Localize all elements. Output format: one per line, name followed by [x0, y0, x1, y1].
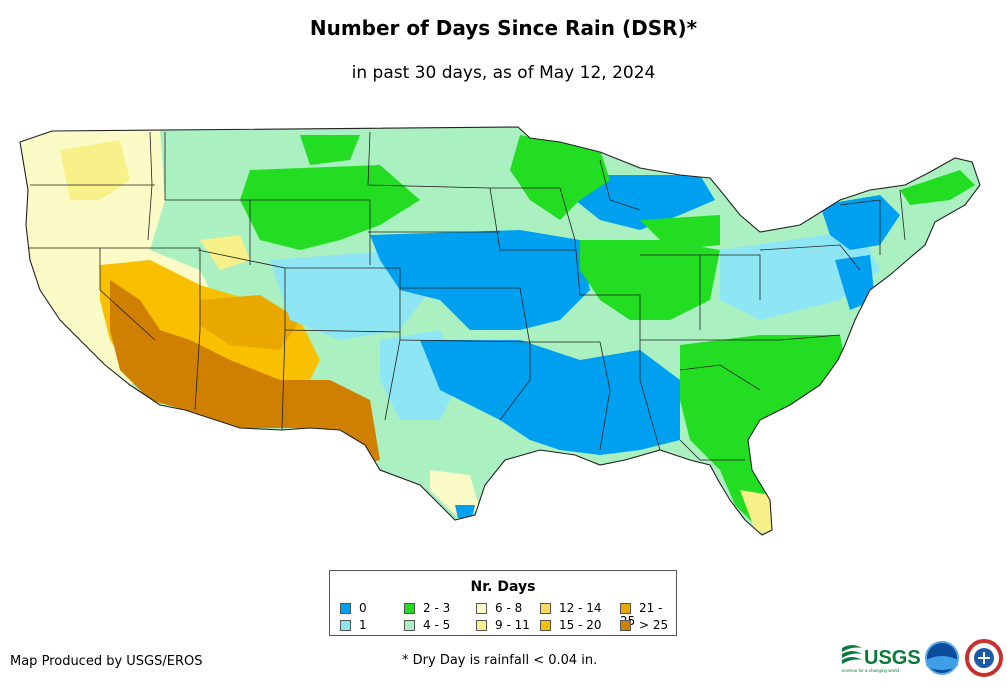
legend-item: 9 - 11 — [476, 619, 530, 632]
legend-label: 4 - 5 — [423, 618, 451, 632]
legend-box: Nr. Days 0 1 2 - 3 4 - 5 6 - 8 9 - 11 12 - 14 1… — [329, 570, 677, 636]
legend-item: 15 - 20 — [540, 619, 602, 632]
legend-swatch — [540, 620, 551, 631]
nws-logo — [965, 639, 1003, 677]
footnote-text: * Dry Day is rainfall < 0.04 in. — [402, 653, 598, 668]
legend-item: 6 - 8 — [476, 602, 522, 615]
legend-item: 2 - 3 — [404, 602, 450, 615]
legend-item: 1 — [340, 619, 367, 632]
usgs-logo: USGS science for a changing world — [842, 645, 921, 673]
legend-swatch — [340, 603, 351, 614]
map-title: Number of Days Since Rain (DSR)* — [309, 16, 698, 40]
legend-item: 21 - 25 — [620, 602, 676, 628]
legend-swatch — [620, 620, 631, 631]
legend-swatch — [340, 620, 351, 631]
legend-swatch — [476, 603, 487, 614]
legend-item: 12 - 14 — [540, 602, 602, 615]
legend-swatch — [404, 620, 415, 631]
legend-label: 12 - 14 — [559, 601, 602, 615]
legend-label: > 25 — [639, 618, 669, 632]
state-boundaries — [28, 131, 906, 461]
legend-label: 2 - 3 — [423, 601, 451, 615]
legend-label: 9 - 11 — [495, 618, 530, 632]
legend-swatch — [540, 603, 551, 614]
map-subtitle: in past 30 days, as of May 12, 2024 — [351, 63, 656, 83]
credit-text: Map Produced by USGS/EROS — [10, 654, 203, 669]
legend-label: 1 — [359, 618, 367, 632]
agency-logos: USGS science for a changing world — [842, 639, 1003, 677]
legend-item: 4 - 5 — [404, 619, 450, 632]
usgs-tagline: science for a changing world — [842, 668, 900, 673]
legend-title: Nr. Days — [470, 579, 536, 595]
legend-label: 6 - 8 — [495, 601, 523, 615]
legend-swatch — [476, 620, 487, 631]
legend-item: 0 — [340, 602, 367, 615]
legend-item: > 25 — [620, 619, 668, 632]
legend-swatch — [620, 603, 631, 614]
noaa-logo — [925, 641, 959, 675]
usgs-logo-text: USGS — [864, 647, 921, 669]
legend-label: 0 — [359, 601, 367, 615]
us-dsr-map — [19, 126, 981, 536]
legend-swatch — [404, 603, 415, 614]
legend-label: 15 - 20 — [559, 618, 602, 632]
